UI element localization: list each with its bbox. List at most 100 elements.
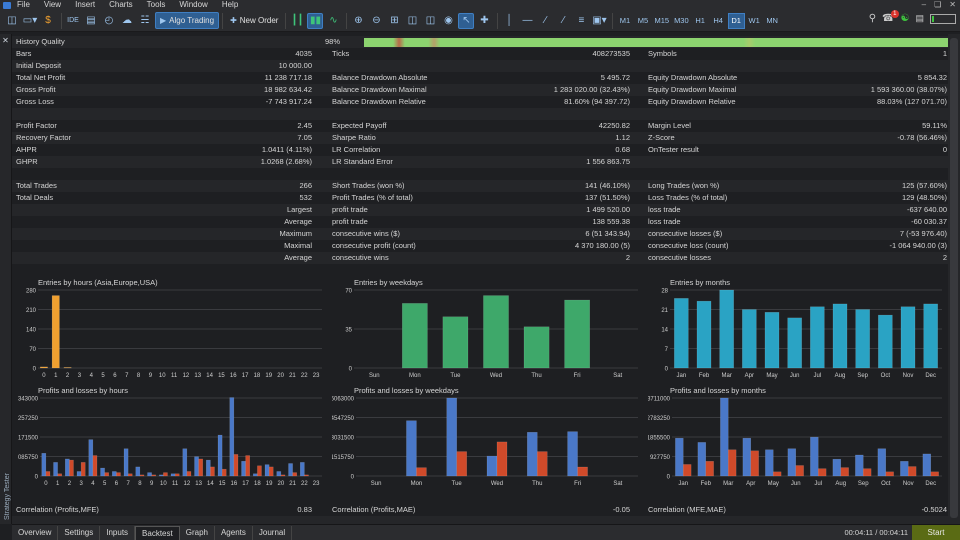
new-chart-icon[interactable]: ◫ [7, 15, 17, 26]
tab-graph[interactable]: Graph [180, 525, 215, 540]
stat-value: 1.0411 (4.11%) [261, 145, 312, 154]
bar [795, 465, 804, 477]
profiles-icon[interactable]: ▭▾ [22, 15, 38, 26]
stat-row: GHPR 1.0268 (2.68%) LR Standard Error 1 556… [12, 156, 948, 168]
menu-charts[interactable]: Charts [109, 0, 133, 9]
timeframe-h4[interactable]: H4 [713, 16, 723, 25]
tile-windows-icon[interactable]: ⊞ [390, 15, 399, 26]
restore-icon[interactable]: ❏ [934, 0, 942, 9]
toolbar-separator [497, 12, 499, 29]
cloud-icon[interactable]: ☁ [122, 15, 132, 26]
timeframe-m1[interactable]: M1 [619, 16, 631, 25]
market-watch-icon[interactable]: $ [45, 15, 51, 26]
zoom-out-icon[interactable]: ⊖ [372, 15, 381, 26]
x-tick-label: 4 [90, 373, 94, 379]
crosshair-icon[interactable]: ✚ [480, 15, 489, 26]
x-tick-label: Wed [490, 373, 502, 379]
x-tick-label: 7 [126, 481, 130, 487]
menu-help[interactable]: Help [221, 0, 239, 9]
timeframe-m5[interactable]: M5 [637, 16, 649, 25]
bar [855, 454, 864, 477]
x-tick-label: 12 [184, 481, 191, 487]
auto-scroll-icon[interactable]: ◫ [407, 15, 418, 26]
y-tick-label: 210 [26, 308, 37, 314]
timeframe-w1[interactable]: W1 [748, 16, 760, 25]
tab-agents[interactable]: Agents [215, 525, 253, 540]
search-icon[interactable]: ⚲ [868, 13, 877, 24]
report-scrollbar[interactable] [948, 34, 960, 524]
tab-journal[interactable]: Journal [253, 525, 293, 540]
stat-label: Balance Drawdown Relative [332, 97, 426, 106]
menu-file[interactable]: File [17, 0, 30, 9]
stat-label: Sharpe Ratio [332, 133, 376, 142]
new-order-button[interactable]: ✚ New Order [226, 12, 282, 29]
y-tick-label: 1515750 [332, 455, 355, 461]
ide-icon[interactable]: IDE [67, 17, 79, 24]
bar [194, 456, 199, 477]
tab-backtest[interactable]: Backtest [135, 525, 180, 540]
timeframe-d1[interactable]: D1 [727, 12, 745, 29]
tab-overview[interactable]: Overview [12, 525, 59, 540]
stat-label: GHPR [16, 157, 38, 166]
y-tick-label: 927750 [650, 455, 671, 461]
start-button[interactable]: Start [912, 525, 960, 540]
channel-icon[interactable]: ⁄ [562, 15, 565, 26]
line-chart-icon[interactable]: ∿ [329, 15, 338, 26]
strategy-tester-icon[interactable]: ◴ [104, 15, 114, 26]
horizontal-line-icon[interactable]: — [522, 15, 533, 26]
y-tick-label: 140 [26, 328, 37, 334]
bar [885, 471, 894, 477]
cursor-icon[interactable]: ↖ [458, 12, 475, 29]
notifications-icon[interactable]: ☎ 1 [882, 10, 899, 24]
fibonacci-icon[interactable]: ≡ [578, 15, 585, 26]
chart-shift-icon[interactable]: ◫ [425, 15, 436, 26]
trendline-icon[interactable]: ∕ [544, 15, 547, 26]
vertical-line-icon[interactable]: │ [506, 15, 513, 26]
y-tick-label: 0 [665, 367, 669, 373]
stat-label: Gross Loss [16, 97, 54, 106]
x-tick-label: Dec [925, 373, 936, 379]
stat-value: Maximal [284, 241, 312, 250]
bar-chart-icon[interactable]: ┃┃ [291, 15, 304, 26]
stat-value: -637 640.00 [906, 205, 947, 214]
stat-value: 129 (48.50%) [901, 193, 947, 202]
correlation-mfe-mae-label: Correlation (MFE,MAE) [648, 505, 726, 514]
x-tick-label: Oct [881, 373, 891, 379]
zoom-in-icon[interactable]: ⊕ [354, 15, 363, 26]
stat-label: Expected Payoff [332, 121, 387, 130]
terminal-icon[interactable]: ▤ [86, 15, 96, 26]
y-tick-label: 14 [661, 328, 668, 334]
tab-settings[interactable]: Settings [58, 525, 101, 540]
close-panel-icon[interactable]: ✕ [2, 36, 9, 45]
menu-insert[interactable]: Insert [75, 0, 96, 9]
stat-label: profit trade [332, 217, 368, 226]
bar [163, 472, 168, 477]
menu-window[interactable]: Window [179, 0, 208, 9]
timeframe-m15[interactable]: M15 [654, 16, 670, 25]
minimize-icon[interactable]: – [921, 0, 927, 9]
y-tick-label: 280 [26, 289, 37, 295]
shapes-icon[interactable]: ▣▾ [592, 15, 607, 26]
scrollbar-thumb[interactable] [950, 38, 958, 518]
timeframe-h1[interactable]: H1 [695, 16, 705, 25]
bar [147, 472, 152, 477]
close-icon[interactable]: ✕ [949, 0, 956, 9]
menu-view[interactable]: View [43, 0, 62, 9]
x-tick-label: Jun [790, 373, 800, 379]
candlestick-icon[interactable]: ▮▮ [307, 12, 324, 29]
timeframe-m30[interactable]: M30 [674, 16, 689, 25]
screenshot-icon[interactable]: ◉ [444, 15, 453, 26]
bar [564, 299, 590, 369]
bar [139, 474, 145, 477]
signal-icon[interactable]: ☯ [900, 13, 910, 24]
timeframe-mn[interactable]: MN [766, 16, 778, 25]
stat-value: 0.68 [615, 145, 630, 154]
vps-icon[interactable]: ☵ [140, 15, 150, 26]
x-tick-label: Jul [813, 373, 821, 379]
tab-inputs[interactable]: Inputs [100, 525, 136, 540]
bar [63, 367, 72, 369]
menu-tools[interactable]: Tools [146, 0, 166, 9]
algo-trading-button[interactable]: ▶ Algo Trading [155, 12, 220, 29]
